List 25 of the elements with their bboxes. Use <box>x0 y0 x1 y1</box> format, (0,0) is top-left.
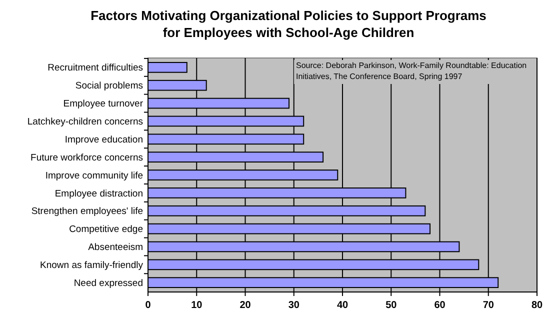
y-tick-label: Latchkey-children concerns <box>27 116 144 128</box>
y-tick-label: Social problems <box>75 80 144 92</box>
y-tick-label: Employee distraction <box>54 188 143 200</box>
y-tick-label: Need expressed <box>74 278 143 289</box>
x-tick-label: 0 <box>145 300 152 311</box>
y-tick-label: Absenteeism <box>88 242 144 254</box>
y-tick-label: Recruitment difficulties <box>48 62 144 74</box>
y-tick-label: Competitive edge <box>69 224 143 236</box>
y-tick-label: Improve community life <box>45 170 143 182</box>
annotation: Source: Deborah Parkinson, Work-Family Roundtable: Education Initiatives, The Conference Board, Spring 1997 <box>296 61 527 81</box>
x-tick-label: 40 <box>336 300 348 311</box>
x-tick-label: 10 <box>191 300 203 311</box>
bar <box>148 62 188 73</box>
chart-title: Factors Motivating Organizational Policies to Support Programs for Employees with School-Age Children <box>90 8 486 40</box>
y-tick-label: Strengthen employees' life <box>31 206 143 218</box>
x-tick-label: 60 <box>434 300 446 311</box>
y-tick-label: Future workforce concerns <box>30 152 144 164</box>
x-tick-label: 70 <box>482 300 494 311</box>
x-tick-label: 20 <box>240 300 252 311</box>
x-tick-label: 30 <box>288 300 300 311</box>
y-tick-label: Known as family-friendly <box>40 260 144 271</box>
y-tick-label: Improve education <box>64 134 143 146</box>
x-tick-label: 50 <box>386 300 398 311</box>
y-tick-label: Employee turnover <box>63 98 143 110</box>
x-tick-label: 80 <box>531 300 543 311</box>
